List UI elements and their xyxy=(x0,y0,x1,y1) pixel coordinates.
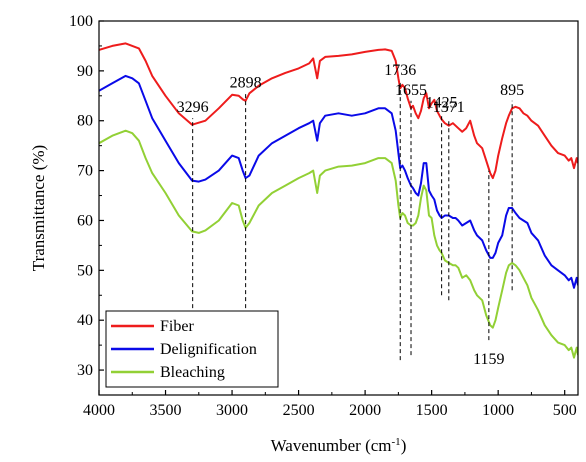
annotation-label-1736: 1736 xyxy=(384,62,416,79)
series-layer xyxy=(99,42,578,359)
x-tick-label: 4000 xyxy=(83,402,115,419)
plot-frame xyxy=(98,20,579,396)
y-tick-label: 90 xyxy=(77,63,93,80)
legend-label-fiber: Fiber xyxy=(160,318,194,335)
y-tick-label: 50 xyxy=(77,262,93,279)
annotation-label-1425: 1425 xyxy=(426,94,458,111)
x-tick-label: 500 xyxy=(553,402,577,419)
annotation-label-3296: 3296 xyxy=(177,99,209,116)
series-line-delignification xyxy=(99,74,578,289)
x-tick-label: 2500 xyxy=(283,402,315,419)
x-tick-label: 1500 xyxy=(416,402,448,419)
legend-box xyxy=(105,310,279,388)
y-tick-label: 60 xyxy=(77,212,93,229)
series-line-bleaching xyxy=(99,129,578,359)
annotation-label-1371: 1371 xyxy=(433,99,465,116)
y-tick-label: 100 xyxy=(69,13,93,30)
x-axis-ticks: 4000 3500 3000 2500 2000 1500 1000 500 xyxy=(83,390,577,419)
x-tick-label: 3500 xyxy=(150,402,182,419)
annotation-label-1159: 1159 xyxy=(473,351,504,368)
annotation-label-2898: 2898 xyxy=(230,74,262,91)
legend: Fiber Delignification Bleaching xyxy=(105,310,279,388)
annotation-label-895: 895 xyxy=(500,82,524,99)
x-tick-label: 1000 xyxy=(482,402,514,419)
x-tick-label: 2000 xyxy=(349,402,381,419)
annotation-label-1655: 1655 xyxy=(395,82,427,99)
y-axis-title: Transmittance (%) xyxy=(29,145,48,271)
y-tick-label: 40 xyxy=(77,312,93,329)
x-tick-label: 3000 xyxy=(216,402,248,419)
y-tick-label: 80 xyxy=(77,113,93,130)
y-axis-ticks: 30 40 50 60 70 80 90 100 xyxy=(69,13,104,379)
x-axis-title: Wavenumber (cm-1) xyxy=(271,436,407,455)
legend-label-bleaching: Bleaching xyxy=(160,364,225,381)
legend-label-delignification: Delignification xyxy=(160,341,257,358)
y-tick-label: 30 xyxy=(77,362,93,379)
y-tick-label: 70 xyxy=(77,163,93,180)
series-line-fiber xyxy=(99,42,578,180)
